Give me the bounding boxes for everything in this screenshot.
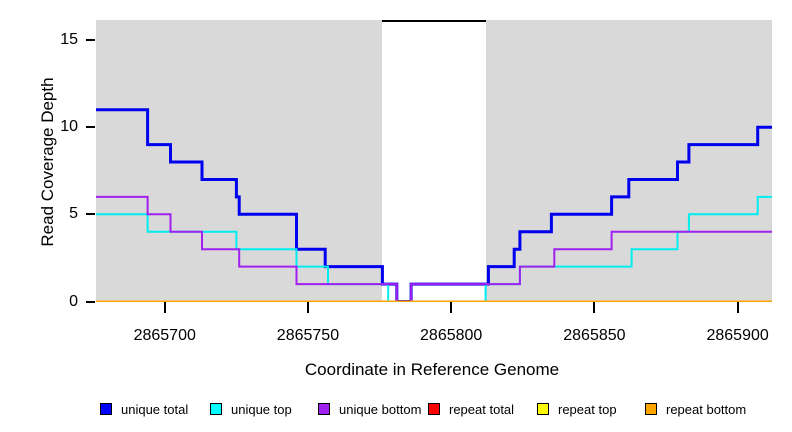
y-tick-label: 10 — [60, 118, 78, 136]
legend: unique total unique top unique bottom repea… — [0, 399, 792, 425]
plot-area — [96, 20, 772, 302]
series-layer — [96, 108, 772, 302]
x-tick-mark — [593, 302, 596, 313]
x-tick-label: 2865850 — [563, 327, 626, 344]
x-tick-label: 2865900 — [706, 327, 769, 344]
legend-label: unique total — [121, 402, 189, 417]
x-axis-label: Coordinate in Reference Genome — [304, 360, 560, 379]
y-tick-mark — [86, 300, 95, 303]
legend-label: repeat total — [449, 402, 515, 417]
x-tick-mark — [163, 302, 166, 313]
legend-label: repeat bottom — [666, 402, 747, 417]
x-tick-mark — [306, 302, 309, 313]
series-unique-bottom — [96, 195, 772, 302]
series-unique-total — [96, 108, 772, 302]
legend-swatch — [318, 403, 330, 415]
legend-swatch — [210, 403, 222, 415]
legend-label: unique bottom — [339, 402, 422, 417]
y-tick-label: 0 — [69, 292, 78, 310]
y-tick-mark — [86, 39, 95, 41]
x-tick-mark — [450, 302, 453, 313]
x-tick-label: 2865750 — [276, 327, 340, 344]
y-tick-label: 5 — [69, 205, 78, 223]
legend-swatch — [537, 403, 549, 415]
x-tick-label: 2865800 — [420, 327, 483, 344]
legend-label: unique top — [231, 402, 292, 417]
legend-swatch — [100, 403, 112, 415]
legend-swatch — [645, 403, 657, 415]
y-tick-mark — [86, 213, 95, 216]
legend-label: repeat top — [558, 402, 617, 417]
y-tick-mark — [86, 126, 95, 129]
y-tick-label: 15 — [60, 31, 78, 48]
x-tick-mark — [736, 302, 739, 313]
legend-swatch — [428, 403, 440, 415]
y-axis-label: Read Coverage Depth — [38, 77, 57, 247]
coverage-gap-band — [382, 20, 486, 302]
series-unique-top — [96, 195, 772, 302]
x-tick-label: 2865700 — [133, 327, 196, 344]
